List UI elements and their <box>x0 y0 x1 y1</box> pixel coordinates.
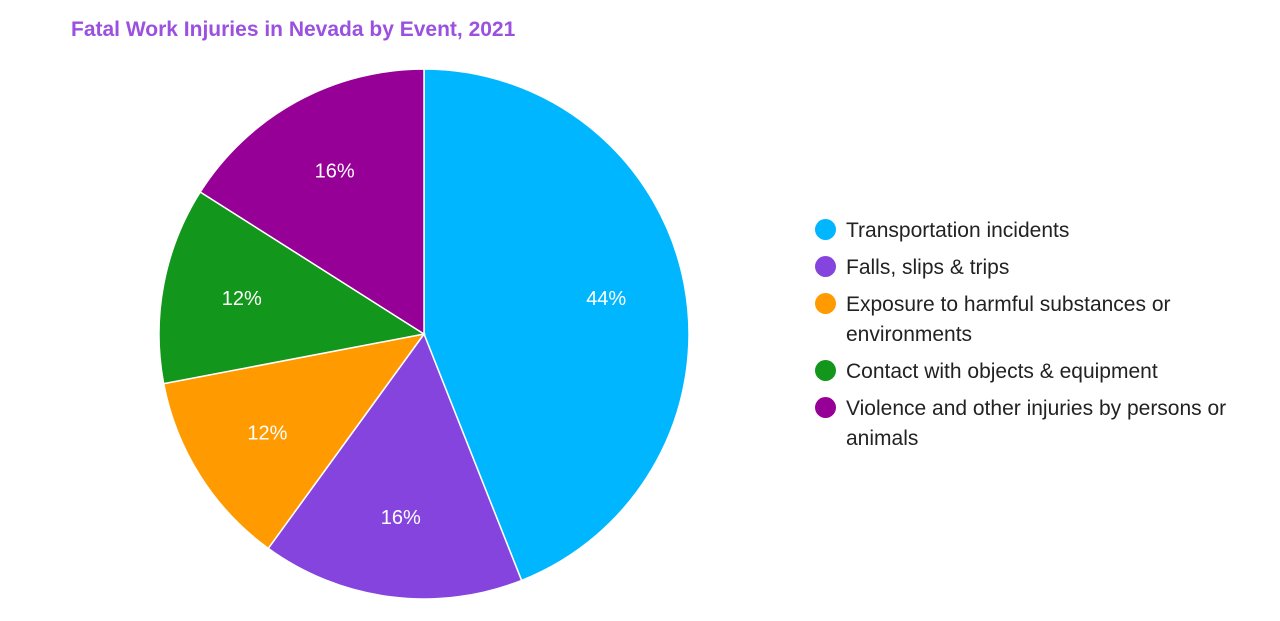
pie-slice-label: 16% <box>315 160 355 182</box>
pie-slice <box>423 68 690 582</box>
legend-swatch <box>815 397 836 418</box>
legend-item: Falls, slips & trips <box>815 253 1255 283</box>
pie-slice-label: 16% <box>381 507 421 529</box>
legend-item: Transportation incidents <box>815 216 1255 246</box>
legend-label: Violence and other injuries by persons o… <box>846 397 1227 450</box>
legend-swatch <box>815 360 836 381</box>
pie-slice <box>162 332 426 550</box>
pie-slices <box>158 68 690 600</box>
legend-swatch <box>815 219 836 240</box>
pie-slice-label: 44% <box>586 288 626 310</box>
pie-slice-label: 12% <box>222 288 262 310</box>
legend-label: Contact with objects & equipment <box>846 360 1158 383</box>
chart-title: Fatal Work Injuries in Nevada by Event, … <box>71 18 516 41</box>
legend-item: Contact with objects & equipment <box>815 357 1255 387</box>
pie-slice-label: 12% <box>247 422 287 444</box>
pie-slice <box>199 68 425 336</box>
pie-chart: 44% 16% 12% 12% 16% <box>158 68 690 600</box>
pie-slice <box>158 190 427 385</box>
legend-swatch <box>815 256 836 277</box>
legend: Transportation incidents Falls, slips & t… <box>815 216 1255 461</box>
pie-slice <box>267 332 523 600</box>
pie-slice-labels: 44% 16% 12% 12% 16% <box>222 160 627 529</box>
legend-item: Exposure to harmful substances or enviro… <box>815 290 1255 350</box>
legend-swatch <box>815 293 836 314</box>
legend-label: Exposure to harmful substances or enviro… <box>846 293 1171 346</box>
legend-label: Transportation incidents <box>846 219 1070 242</box>
legend-item: Violence and other injuries by persons o… <box>815 394 1255 454</box>
legend-label: Falls, slips & trips <box>846 256 1010 279</box>
